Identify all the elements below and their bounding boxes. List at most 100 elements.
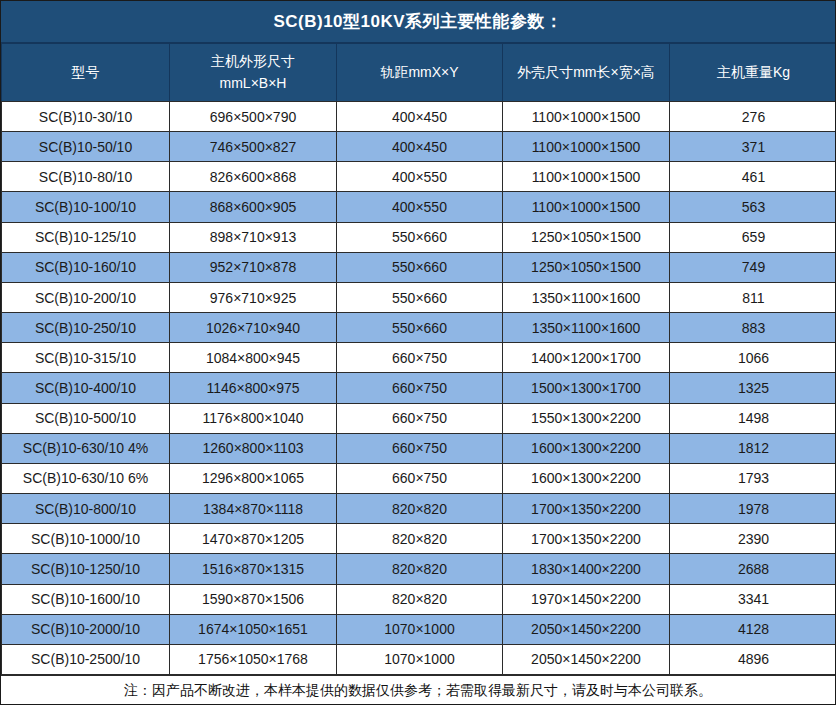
table-cell: 3341 — [670, 584, 836, 614]
col-header-weight-label: 主机重量Kg — [672, 62, 835, 84]
table-header: 型号 主机外形尺寸 mmL×B×H 轨距mmX×Y 外壳尺寸mm长×宽×高 主机… — [2, 44, 836, 102]
table-row: SC(B)10-1000/101470×870×1205820×8201700×… — [2, 524, 836, 554]
table-row: SC(B)10-125/10898×710×913550×6601250×105… — [2, 222, 836, 252]
table-cell: 1793 — [670, 463, 836, 493]
table-cell: 276 — [670, 102, 836, 132]
table-cell: 1250×1050×1500 — [503, 222, 670, 252]
table-cell: 660×750 — [337, 403, 503, 433]
col-header-shell-dimensions: 外壳尺寸mm长×宽×高 — [503, 44, 670, 102]
table-cell: 820×820 — [337, 584, 503, 614]
table-cell: 461 — [670, 162, 836, 192]
table-cell: 1325 — [670, 373, 836, 403]
table-cell: 660×750 — [337, 373, 503, 403]
table-cell: 811 — [670, 282, 836, 312]
table-cell: 1250×1050×1500 — [503, 252, 670, 282]
table-row: SC(B)10-200/10976×710×925550×6601350×110… — [2, 282, 836, 312]
table-row: SC(B)10-1250/101516×870×1315820×8201830×… — [2, 554, 836, 584]
table-cell: 749 — [670, 252, 836, 282]
col-header-model: 型号 — [2, 44, 170, 102]
table-cell: 1070×1000 — [337, 614, 503, 644]
table-cell: 1516×870×1315 — [170, 554, 337, 584]
table-cell: 868×600×905 — [170, 192, 337, 222]
table-cell: 1978 — [670, 494, 836, 524]
table-cell: 1100×1000×1500 — [503, 162, 670, 192]
table-cell: 820×820 — [337, 494, 503, 524]
table-cell: 746×500×827 — [170, 132, 337, 162]
table-cell: SC(B)10-315/10 — [2, 343, 170, 373]
table-body: SC(B)10-30/10696×500×790400×4501100×1000… — [2, 102, 836, 675]
table-cell: 1026×710×940 — [170, 313, 337, 343]
table-cell: 1176×800×1040 — [170, 403, 337, 433]
table-cell: 820×820 — [337, 524, 503, 554]
table-cell: 826×600×868 — [170, 162, 337, 192]
table-cell: 660×750 — [337, 433, 503, 463]
table-cell: 400×550 — [337, 162, 503, 192]
table-cell: 820×820 — [337, 554, 503, 584]
table-cell: 660×750 — [337, 463, 503, 493]
table-cell: 563 — [670, 192, 836, 222]
table-row: SC(B)10-50/10746×500×827400×4501100×1000… — [2, 132, 836, 162]
table-cell: 1700×1350×2200 — [503, 524, 670, 554]
table-cell: 1600×1300×2200 — [503, 433, 670, 463]
table-cell: 550×660 — [337, 252, 503, 282]
table-cell: 2050×1450×2200 — [503, 644, 670, 674]
table-cell: SC(B)10-30/10 — [2, 102, 170, 132]
table-cell: SC(B)10-2500/10 — [2, 644, 170, 674]
table-cell: 1550×1300×2200 — [503, 403, 670, 433]
col-header-shell-dimensions-label: 外壳尺寸mm长×宽×高 — [505, 62, 667, 84]
table-cell: SC(B)10-400/10 — [2, 373, 170, 403]
table-cell: SC(B)10-1250/10 — [2, 554, 170, 584]
table-cell: 1146×800×975 — [170, 373, 337, 403]
table-cell: SC(B)10-1000/10 — [2, 524, 170, 554]
col-header-model-label: 型号 — [4, 62, 167, 84]
table-cell: 1674×1050×1651 — [170, 614, 337, 644]
table-cell: 1830×1400×2200 — [503, 554, 670, 584]
table-row: SC(B)10-400/101146×800×975660×7501500×13… — [2, 373, 836, 403]
table-cell: 1700×1350×2200 — [503, 494, 670, 524]
table-cell: 1590×870×1506 — [170, 584, 337, 614]
table-row: SC(B)10-630/10 4%1260×800×1103660×750160… — [2, 433, 836, 463]
table-row: SC(B)10-800/101384×870×1118820×8201700×1… — [2, 494, 836, 524]
table-cell: 1384×870×1118 — [170, 494, 337, 524]
table-cell: 898×710×913 — [170, 222, 337, 252]
table-cell: 1470×870×1205 — [170, 524, 337, 554]
table-cell: 400×450 — [337, 132, 503, 162]
table-row: SC(B)10-160/10952×710×878550×6601250×105… — [2, 252, 836, 282]
footer-note: 注：因产品不断改进，本样本提供的数据仅供参考；若需取得最新尺寸，请及时与本公司联… — [1, 675, 835, 704]
table-cell: 550×660 — [337, 313, 503, 343]
table-cell: 1400×1200×1700 — [503, 343, 670, 373]
table-cell: 952×710×878 — [170, 252, 337, 282]
table-row: SC(B)10-630/10 6%1296×800×1065660×750160… — [2, 463, 836, 493]
table-cell: 1100×1000×1500 — [503, 102, 670, 132]
table-cell: 1100×1000×1500 — [503, 192, 670, 222]
table-cell: 550×660 — [337, 282, 503, 312]
col-header-unit-dimensions: 主机外形尺寸 mmL×B×H — [170, 44, 337, 102]
table-cell: 2688 — [670, 554, 836, 584]
table-cell: SC(B)10-80/10 — [2, 162, 170, 192]
page-title: SC(B)10型10KV系列主要性能参数： — [1, 1, 835, 43]
table-cell: 1350×1100×1600 — [503, 313, 670, 343]
col-header-unit-dimensions-label: 主机外形尺寸 — [172, 51, 334, 73]
table-cell: 550×660 — [337, 222, 503, 252]
table-cell: SC(B)10-630/10 4% — [2, 433, 170, 463]
table-cell: SC(B)10-200/10 — [2, 282, 170, 312]
table-cell: 883 — [670, 313, 836, 343]
table-cell: 1084×800×945 — [170, 343, 337, 373]
table-cell: 2390 — [670, 524, 836, 554]
col-header-unit-dimensions-sublabel: mmL×B×H — [172, 73, 334, 95]
table-cell: 1350×1100×1600 — [503, 282, 670, 312]
table-cell: SC(B)10-500/10 — [2, 403, 170, 433]
table-row: SC(B)10-2000/101674×1050×16511070×100020… — [2, 614, 836, 644]
table-cell: SC(B)10-50/10 — [2, 132, 170, 162]
table-cell: SC(B)10-125/10 — [2, 222, 170, 252]
table-cell: 1100×1000×1500 — [503, 132, 670, 162]
table-cell: SC(B)10-800/10 — [2, 494, 170, 524]
table-row: SC(B)10-2500/101756×1050×17681070×100020… — [2, 644, 836, 674]
table-row: SC(B)10-500/101176×800×1040660×7501550×1… — [2, 403, 836, 433]
table-row: SC(B)10-30/10696×500×790400×4501100×1000… — [2, 102, 836, 132]
table-cell: 1498 — [670, 403, 836, 433]
table-cell: 1260×800×1103 — [170, 433, 337, 463]
table-row: SC(B)10-250/101026×710×940550×6601350×11… — [2, 313, 836, 343]
table-cell: SC(B)10-100/10 — [2, 192, 170, 222]
spec-sheet: SC(B)10型10KV系列主要性能参数： 型号 主机外形尺寸 mmL×B×H … — [0, 0, 836, 705]
